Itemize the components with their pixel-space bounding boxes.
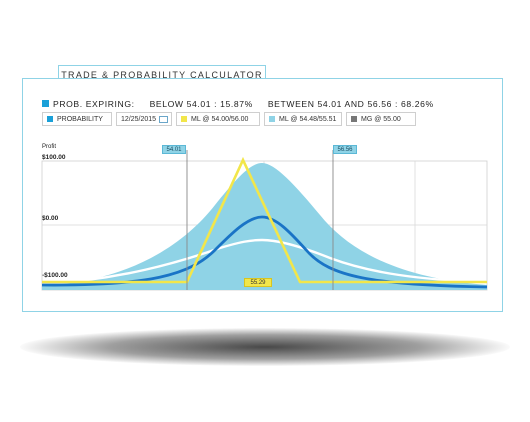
legend-ml-54-56[interactable]: ML @ 54.00/56.00 [176, 112, 260, 126]
date-picker[interactable]: 12/25/2015 [116, 112, 172, 126]
marker-right-tag[interactable]: 56.56 [333, 145, 357, 154]
gray-swatch-icon [351, 116, 357, 122]
probability-stats: PROB. EXPIRING: BELOW 54.01 : 15.87% BET… [42, 99, 434, 109]
lightblue-swatch-icon [269, 116, 275, 122]
stats-below: BELOW 54.01 : 15.87% [149, 99, 253, 109]
drop-shadow [20, 328, 510, 366]
y-label-neg100: -$100.00 [42, 272, 68, 279]
legend-mg-label: MG @ 55.00 [361, 115, 401, 123]
calendar-icon[interactable] [159, 115, 169, 123]
yellow-swatch-icon [181, 116, 187, 122]
probability-distribution-area [42, 163, 487, 290]
white-pnl-curve [41, 238, 488, 286]
legend-probability[interactable]: PROBABILITY [42, 112, 112, 126]
legend-mg-55[interactable]: MG @ 55.00 [346, 112, 416, 126]
profit-axis-label: Profit [42, 144, 57, 150]
stats-prefix: PROB. EXPIRING: [53, 99, 135, 109]
y-label-0: $0.00 [42, 215, 59, 222]
legend-ml2-label: ML @ 54.48/55.51 [279, 115, 337, 123]
probability-swatch-icon [47, 116, 53, 122]
marker-left-tag[interactable]: 54.01 [162, 145, 186, 154]
date-value: 12/25/2015 [121, 115, 157, 123]
y-label-100: $100.00 [42, 154, 66, 161]
yellow-payoff-line [42, 156, 487, 284]
stats-between: BETWEEN 54.01 AND 56.56 : 68.26% [267, 99, 434, 109]
marker-mid-tag[interactable]: 55.29 [244, 278, 272, 287]
legend-ml1-label: ML @ 54.00/56.00 [191, 115, 249, 123]
legend-ml-54-48[interactable]: ML @ 54.48/55.51 [264, 112, 342, 126]
blue-pnl-curve [41, 215, 488, 289]
legend-bar: PROBABILITY 12/25/2015 ML @ 54.00/56.00 … [42, 112, 416, 126]
probability-square-icon [42, 100, 49, 107]
legend-probability-label: PROBABILITY [57, 115, 103, 123]
